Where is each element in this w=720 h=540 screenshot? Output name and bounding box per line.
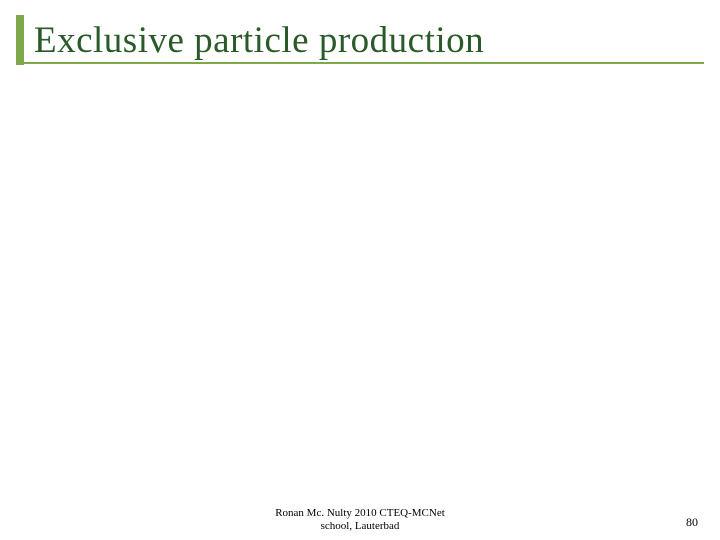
footer-line-2: school, Lauterbad [0,520,720,534]
footer-line-1: Ronan Mc. Nulty 2010 CTEQ-MCNet [0,507,720,521]
title-underline [16,62,704,64]
slide-container: Exclusive particle production Ronan Mc. … [0,0,720,540]
page-number: 80 [686,515,698,530]
slide-title: Exclusive particle production [34,19,484,62]
title-accent-bar [16,15,24,65]
footer-text: Ronan Mc. Nulty 2010 CTEQ-MCNet school, … [0,507,720,535]
title-bar: Exclusive particle production [16,12,704,68]
